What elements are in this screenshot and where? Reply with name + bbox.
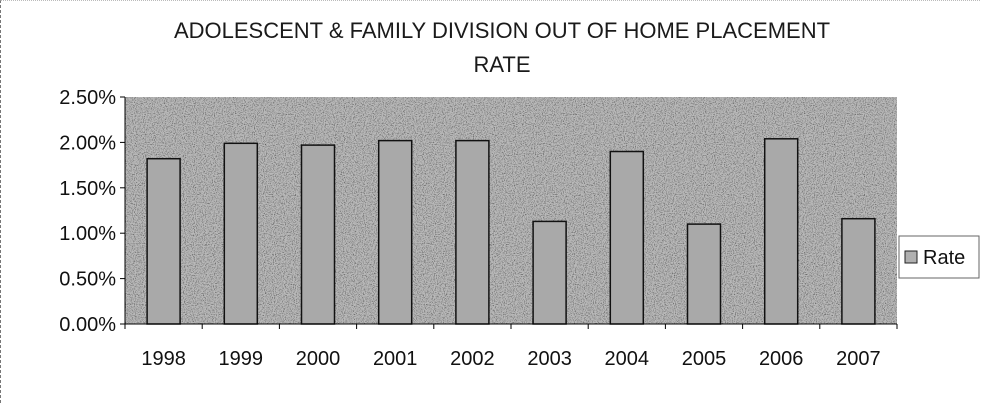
x-tick-label-2001: 2001 xyxy=(373,348,418,370)
x-tick-label-1999: 1999 xyxy=(219,348,264,370)
y-tick-label: 0.00% xyxy=(59,314,116,336)
y-tick-labels: 0.00% 0.50% 1.00% 1.50% 2.00% 2.50% xyxy=(59,87,116,336)
bar-1999 xyxy=(223,142,259,325)
y-tick-label: 1.50% xyxy=(59,178,116,200)
bar-2007 xyxy=(841,217,876,325)
y-tick-label: 2.50% xyxy=(59,87,116,109)
y-tick-label: 0.50% xyxy=(59,269,116,291)
x-tick-label-2007: 2007 xyxy=(836,348,881,370)
bar-2006 xyxy=(763,138,799,325)
x-tick-label-2006: 2006 xyxy=(759,348,804,370)
bar-2003 xyxy=(532,220,567,325)
bar-2000 xyxy=(300,144,336,325)
legend[interactable]: Rate xyxy=(898,235,980,279)
y-tick-label: 1.00% xyxy=(59,223,116,245)
x-tick-label-1998: 1998 xyxy=(141,348,186,370)
bar-1998 xyxy=(146,157,181,325)
bars-group xyxy=(146,138,876,325)
x-tick-label-2000: 2000 xyxy=(296,348,341,370)
chart-title-line-1: ADOLESCENT & FAMILY DIVISION OUT OF HOME… xyxy=(174,18,830,43)
x-tick-label-2003: 2003 xyxy=(527,348,572,370)
legend-label-rate: Rate xyxy=(923,247,965,269)
x-tick-label-2005: 2005 xyxy=(682,348,727,370)
bar-2001 xyxy=(377,139,413,325)
chart-title-line-2: RATE xyxy=(473,52,530,77)
y-tick-label: 2.00% xyxy=(59,132,116,154)
x-tick-label-2004: 2004 xyxy=(605,348,650,370)
axes-group xyxy=(120,96,898,329)
x-tick-label-2002: 2002 xyxy=(450,348,495,370)
bar-2002 xyxy=(455,139,490,325)
bar-2004 xyxy=(609,150,645,325)
legend-swatch xyxy=(904,250,918,264)
bar-2005 xyxy=(686,223,722,325)
x-tick-labels: 1998 1999 2000 2001 2002 2003 2004 2005 2006 2007 xyxy=(141,348,880,370)
